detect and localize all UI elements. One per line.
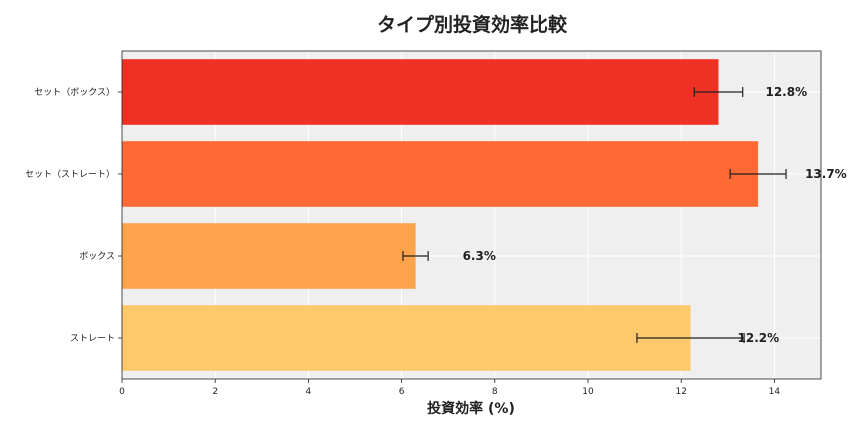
error-bars [402, 87, 787, 343]
y-tick-label: セット（ボックス） [34, 87, 115, 98]
x-tick-label: 12 [675, 387, 686, 397]
y-tick-label: ストレート [70, 334, 115, 344]
data-label: 6.3% [463, 249, 496, 263]
x-tick-label: 10 [582, 387, 594, 397]
x-tick-label: 6 [399, 387, 405, 397]
x-axis: 0 2 4 6 8 10 12 14 [119, 379, 780, 397]
x-tick-label: 8 [492, 387, 498, 397]
data-label: 12.2% [738, 331, 780, 345]
bar [122, 59, 719, 125]
x-tick-label: 0 [119, 387, 125, 397]
x-tick-label: 4 [306, 387, 312, 397]
data-label: 12.8% [765, 85, 807, 99]
x-axis-label: 投資効率 (%) [427, 400, 515, 417]
chart-title: タイプ別投資効率比較 [377, 13, 568, 36]
y-tick-label: セット（ストレート） [25, 169, 115, 180]
bar [122, 141, 759, 207]
x-tick-label: 2 [212, 387, 218, 397]
data-label: 13.7% [805, 167, 847, 181]
plot-frame [121, 50, 822, 380]
bar [122, 305, 691, 371]
bars [122, 59, 759, 371]
bar [122, 223, 416, 289]
data-labels: 12.8% 13.7% 6.3% 12.2% [463, 85, 847, 345]
y-tick-label: ボックス [79, 251, 115, 262]
x-tick-label: 14 [769, 387, 781, 397]
